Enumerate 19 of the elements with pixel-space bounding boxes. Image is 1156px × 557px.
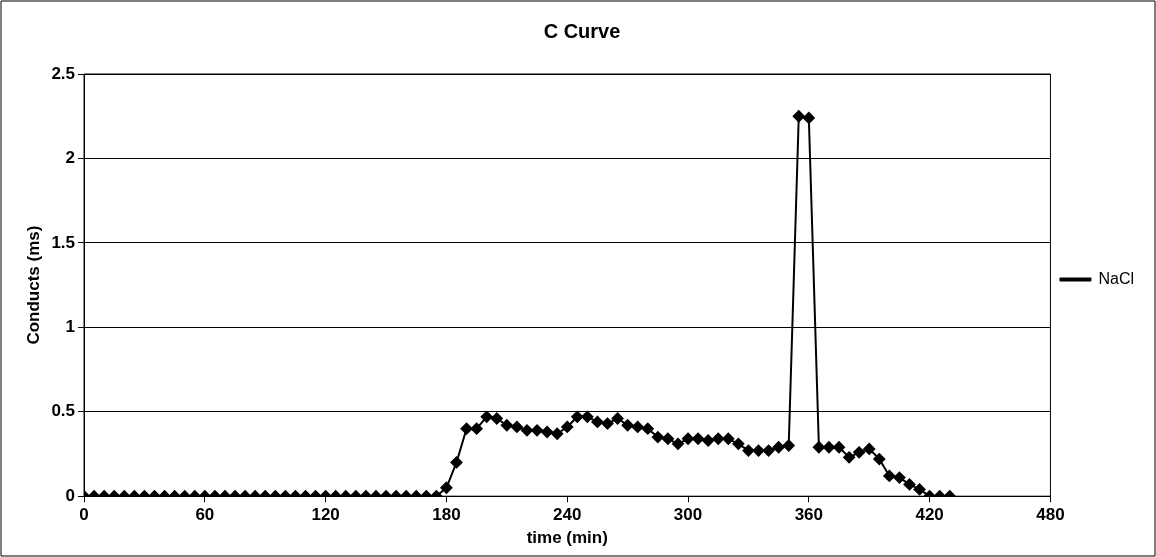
y-tick-label: 0.5 (51, 401, 76, 421)
x-tick-label: 360 (794, 505, 824, 525)
y-tick-label: 1 (65, 317, 76, 337)
y-tick-label: 2.5 (51, 63, 76, 83)
x-axis-title: time (min) (526, 528, 608, 548)
y-tick-label: 0 (65, 485, 76, 505)
y-tick-label: 2 (65, 148, 76, 168)
x-tick-label: 180 (432, 505, 461, 525)
x-tick-label: 420 (915, 505, 944, 525)
x-tick-label: 60 (195, 505, 215, 525)
x-tick-label: 120 (311, 505, 340, 525)
chart-title: C Curve (543, 19, 621, 42)
x-tick-label: 0 (79, 505, 89, 525)
legend-label: NaCl (1098, 269, 1134, 287)
x-tick-label: 480 (1036, 505, 1065, 525)
x-tick-label: 240 (553, 505, 582, 525)
x-tick-label: 300 (673, 505, 703, 525)
y-axis-title: Conducts (ms) (23, 225, 43, 345)
y-tick-label: 1.5 (51, 232, 76, 252)
